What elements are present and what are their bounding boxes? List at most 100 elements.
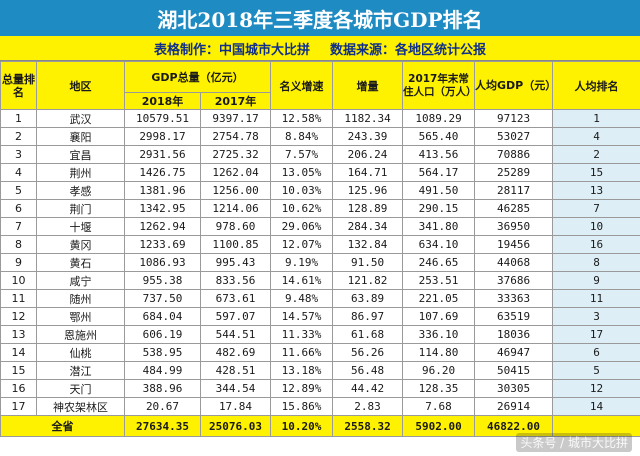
rank-cell: 4 (0, 163, 37, 182)
rank-cell: 6 (0, 199, 37, 218)
population-cell: 96.20 (402, 361, 476, 380)
gdp2018-cell: 1426.75 (124, 163, 201, 182)
gdp2018-cell: 606.19 (124, 325, 201, 344)
city-cell: 鄂州 (36, 307, 125, 326)
city-cell: 天门 (36, 379, 125, 398)
gdp2017-cell: 1214.06 (199, 199, 272, 218)
population-cell: 1089.29 (402, 109, 476, 128)
table-row: 1 武汉 10579.51 9397.17 12.58% 1182.34 1089.29 97… (0, 109, 640, 128)
population-cell: 565.40 (402, 127, 476, 146)
gdp2018-cell: 2998.17 (124, 127, 201, 146)
population-cell: 564.17 (402, 163, 476, 182)
increase-cell: 128.89 (332, 199, 404, 218)
rank-cell: 11 (0, 289, 37, 308)
table-row: 15 潜江 484.99 428.51 13.18% 56.48 96.20 50415 5 (0, 361, 640, 380)
gdp2017-cell: 428.51 (199, 361, 272, 380)
per-capita-cell: 25289 (474, 163, 554, 182)
city-cell: 黄冈 (36, 235, 125, 254)
header-growth: 名义增速 (270, 61, 334, 110)
total-pc-rank-empty (552, 415, 640, 437)
rank-cell: 15 (0, 361, 37, 380)
increase-cell: 284.34 (332, 217, 404, 236)
per-capita-cell: 36950 (474, 217, 554, 236)
increase-cell: 61.68 (332, 325, 404, 344)
increase-cell: 44.42 (332, 379, 404, 398)
header-per-capita: 人均GDP（元） (474, 61, 554, 110)
rank-cell: 5 (0, 181, 37, 200)
city-cell: 孝感 (36, 181, 125, 200)
city-cell: 神农架林区 (36, 397, 125, 416)
per-capita-cell: 50415 (474, 361, 554, 380)
increase-cell: 243.39 (332, 127, 404, 146)
header-population: 2017年末常住人口（万人） (402, 61, 476, 110)
table-row: 13 恩施州 606.19 544.51 11.33% 61.68 336.10 18036 1… (0, 325, 640, 344)
per-capita-cell: 46285 (474, 199, 554, 218)
pc-rank-cell: 11 (552, 289, 640, 308)
header-pc-rank: 人均排名 (552, 61, 640, 110)
table-row: 8 黄冈 1233.69 1100.85 12.07% 132.84 634.10 19456… (0, 235, 640, 254)
increase-cell: 132.84 (332, 235, 404, 254)
header-2018: 2018年 (124, 92, 201, 110)
per-capita-cell: 19456 (474, 235, 554, 254)
data-source-credit: 数据来源：各地区统计公报 (330, 42, 487, 58)
growth-cell: 11.66% (270, 343, 334, 362)
gdp2018-cell: 538.95 (124, 343, 201, 362)
total-population: 5902.00 (402, 415, 476, 437)
city-cell: 十堰 (36, 217, 125, 236)
total-growth: 10.20% (270, 415, 334, 437)
header-region: 地区 (36, 61, 125, 110)
population-cell: 413.56 (402, 145, 476, 164)
population-cell: 290.15 (402, 199, 476, 218)
rank-cell: 7 (0, 217, 37, 236)
gdp2018-cell: 20.67 (124, 397, 201, 416)
increase-cell: 206.24 (332, 145, 404, 164)
gdp2017-cell: 597.07 (199, 307, 272, 326)
per-capita-cell: 53027 (474, 127, 554, 146)
page-title: 湖北2018年三季度各城市GDP排名 (0, 0, 640, 37)
growth-cell: 8.84% (270, 127, 334, 146)
total-per-capita: 46822.00 (474, 415, 554, 437)
growth-cell: 9.19% (270, 253, 334, 272)
watermark: 头条号 / 城市大比拼 (516, 433, 632, 452)
table-row: 17 神农架林区 20.67 17.84 15.86% 2.83 7.68 26914 14 (0, 397, 640, 416)
increase-cell: 91.50 (332, 253, 404, 272)
pc-rank-cell: 6 (552, 343, 640, 362)
gdp2017-cell: 673.61 (199, 289, 272, 308)
table-maker-credit: 表格制作：中国城市大比拼 (153, 42, 310, 58)
table-row: 6 荆门 1342.95 1214.06 10.62% 128.89 290.15 46285… (0, 199, 640, 218)
pc-rank-cell: 2 (552, 145, 640, 164)
per-capita-cell: 28117 (474, 181, 554, 200)
population-cell: 341.80 (402, 217, 476, 236)
per-capita-cell: 33363 (474, 289, 554, 308)
rank-cell: 14 (0, 343, 37, 362)
rank-cell: 2 (0, 127, 37, 146)
pc-rank-cell: 14 (552, 397, 640, 416)
gdp2018-cell: 1342.95 (124, 199, 201, 218)
total-row: 全省 27634.35 25076.03 10.20% 2558.32 5902… (0, 415, 640, 437)
table-row: 4 荆州 1426.75 1262.04 13.05% 164.71 564.17 25289… (0, 163, 640, 182)
table-row: 16 天门 388.96 344.54 12.89% 44.42 128.35 30305 12 (0, 379, 640, 398)
gdp-table: 总量排名 地区 GDP总量（亿元） 名义增速 增量 2017年末常住人口（万人）… (0, 61, 640, 437)
table-row: 14 仙桃 538.95 482.69 11.66% 56.26 114.80 46947 6 (0, 343, 640, 362)
pc-rank-cell: 3 (552, 307, 640, 326)
population-cell: 107.69 (402, 307, 476, 326)
population-cell: 7.68 (402, 397, 476, 416)
growth-cell: 29.06% (270, 217, 334, 236)
gdp2018-cell: 1262.94 (124, 217, 201, 236)
total-label: 全省 (0, 415, 125, 437)
per-capita-cell: 44068 (474, 253, 554, 272)
total-increase: 2558.32 (332, 415, 404, 437)
gdp2018-cell: 2931.56 (124, 145, 201, 164)
gdp2017-cell: 833.56 (199, 271, 272, 290)
header-rank: 总量排名 (0, 61, 37, 110)
gdp2017-cell: 544.51 (199, 325, 272, 344)
growth-cell: 13.18% (270, 361, 334, 380)
population-cell: 128.35 (402, 379, 476, 398)
growth-cell: 14.57% (270, 307, 334, 326)
city-cell: 襄阳 (36, 127, 125, 146)
gdp2017-cell: 17.84 (199, 397, 272, 416)
gdp2017-cell: 344.54 (199, 379, 272, 398)
growth-cell: 15.86% (270, 397, 334, 416)
header-gdp-group: GDP总量（亿元） (123, 61, 272, 93)
